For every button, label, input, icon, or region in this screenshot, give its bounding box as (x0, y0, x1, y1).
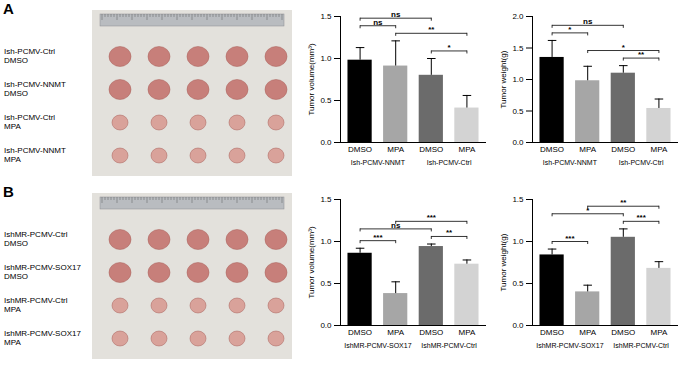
svg-text:Tumor weight(g): Tumor weight(g) (499, 233, 508, 291)
svg-text:Tumor volume(mm³): Tumor volume(mm³) (307, 43, 316, 115)
svg-text:Ish-PCMV-NNMT: Ish-PCMV-NNMT (543, 159, 598, 166)
svg-text:IshMR-PCMV-SOX17MPA: IshMR-PCMV-SOX17MPA (4, 329, 81, 347)
svg-text:Ish-PCMV-NNMT: Ish-PCMV-NNMT (351, 159, 406, 166)
svg-text:0.0: 0.0 (320, 138, 332, 147)
svg-text:*: * (568, 25, 572, 34)
svg-text:**: ** (620, 198, 627, 207)
svg-text:ns: ns (583, 17, 593, 26)
svg-text:DMSO: DMSO (540, 145, 564, 154)
svg-text:MPA: MPA (459, 145, 476, 154)
svg-text:Ish-PCMV-Ctrl: Ish-PCMV-Ctrl (427, 159, 472, 166)
svg-text:DMSO: DMSO (419, 145, 443, 154)
svg-text:***: *** (373, 233, 383, 242)
svg-text:Ish-PCMV-NNMTDMSO: Ish-PCMV-NNMTDMSO (4, 80, 66, 98)
svg-text:1.0: 1.0 (512, 75, 524, 84)
svg-text:IshMR-PCMV-SOX17DMSO: IshMR-PCMV-SOX17DMSO (4, 263, 81, 281)
svg-text:Ish-PCMV-NNMTMPA: Ish-PCMV-NNMTMPA (4, 146, 66, 164)
svg-text:DMSO: DMSO (540, 328, 564, 337)
svg-text:DMSO: DMSO (419, 328, 443, 337)
svg-text:0.5: 0.5 (512, 107, 524, 116)
svg-text:IshMR-PCMV-Ctrl: IshMR-PCMV-Ctrl (613, 342, 669, 349)
svg-text:MPA: MPA (579, 328, 596, 337)
svg-text:**: ** (428, 25, 435, 34)
svg-text:1.5: 1.5 (512, 195, 524, 204)
svg-text:0.0: 0.0 (512, 138, 524, 147)
svg-text:1.0: 1.0 (320, 237, 332, 246)
svg-text:*: * (586, 206, 590, 215)
svg-text:0.5: 0.5 (320, 279, 332, 288)
svg-text:ns: ns (391, 221, 401, 230)
svg-text:MPA: MPA (459, 328, 476, 337)
svg-text:1.0: 1.0 (320, 54, 332, 63)
svg-text:DMSO: DMSO (611, 328, 635, 337)
svg-text:Ish-PCMV-CtrlMPA: Ish-PCMV-CtrlMPA (4, 113, 55, 131)
svg-text:MPA: MPA (651, 145, 668, 154)
svg-text:MPA: MPA (387, 328, 404, 337)
svg-text:1.5: 1.5 (320, 195, 332, 204)
svg-text:Ish-PCMV-CtrlDMSO: Ish-PCMV-CtrlDMSO (4, 47, 55, 65)
svg-text:Ish-PCMV-Ctrl: Ish-PCMV-Ctrl (619, 159, 664, 166)
svg-text:Tumor weight(g): Tumor weight(g) (499, 50, 508, 108)
svg-text:*: * (622, 43, 626, 52)
svg-text:DMSO: DMSO (348, 145, 372, 154)
svg-text:***: *** (636, 213, 646, 222)
svg-text:DMSO: DMSO (611, 145, 635, 154)
svg-text:IshMR-PCMV-Ctrl: IshMR-PCMV-Ctrl (421, 342, 477, 349)
svg-text:IshMR-PCMV-CtrlMPA: IshMR-PCMV-CtrlMPA (4, 296, 68, 314)
svg-text:*: * (448, 43, 452, 52)
svg-text:ns: ns (373, 18, 383, 27)
svg-text:0.0: 0.0 (512, 321, 524, 330)
html-text:A: A (3, 0, 14, 17)
svg-text:**: ** (638, 50, 645, 59)
svg-text:1.0: 1.0 (512, 237, 524, 246)
svg-text:0.5: 0.5 (320, 96, 332, 105)
svg-text:MPA: MPA (387, 145, 404, 154)
svg-text:2.0: 2.0 (512, 12, 524, 21)
svg-text:IshMR-PCMV-SOX17: IshMR-PCMV-SOX17 (344, 342, 411, 349)
svg-text:ns: ns (391, 10, 401, 19)
svg-text:IshMR-PCMV-CtrlDMSO: IshMR-PCMV-CtrlDMSO (4, 230, 68, 248)
svg-text:***: *** (427, 213, 437, 222)
svg-text:1.5: 1.5 (512, 44, 524, 53)
svg-text:***: *** (565, 234, 575, 243)
svg-text:Tumor volume(mm³): Tumor volume(mm³) (307, 226, 316, 298)
svg-text:MPA: MPA (579, 145, 596, 154)
svg-text:**: ** (446, 228, 453, 237)
svg-text:0.5: 0.5 (512, 279, 524, 288)
svg-text:1.5: 1.5 (320, 12, 332, 21)
svg-text:0.0: 0.0 (320, 321, 332, 330)
html-text:B: B (3, 183, 14, 200)
svg-text:DMSO: DMSO (348, 328, 372, 337)
svg-text:MPA: MPA (651, 328, 668, 337)
svg-text:IshMR-PCMV-SOX17: IshMR-PCMV-SOX17 (536, 342, 603, 349)
